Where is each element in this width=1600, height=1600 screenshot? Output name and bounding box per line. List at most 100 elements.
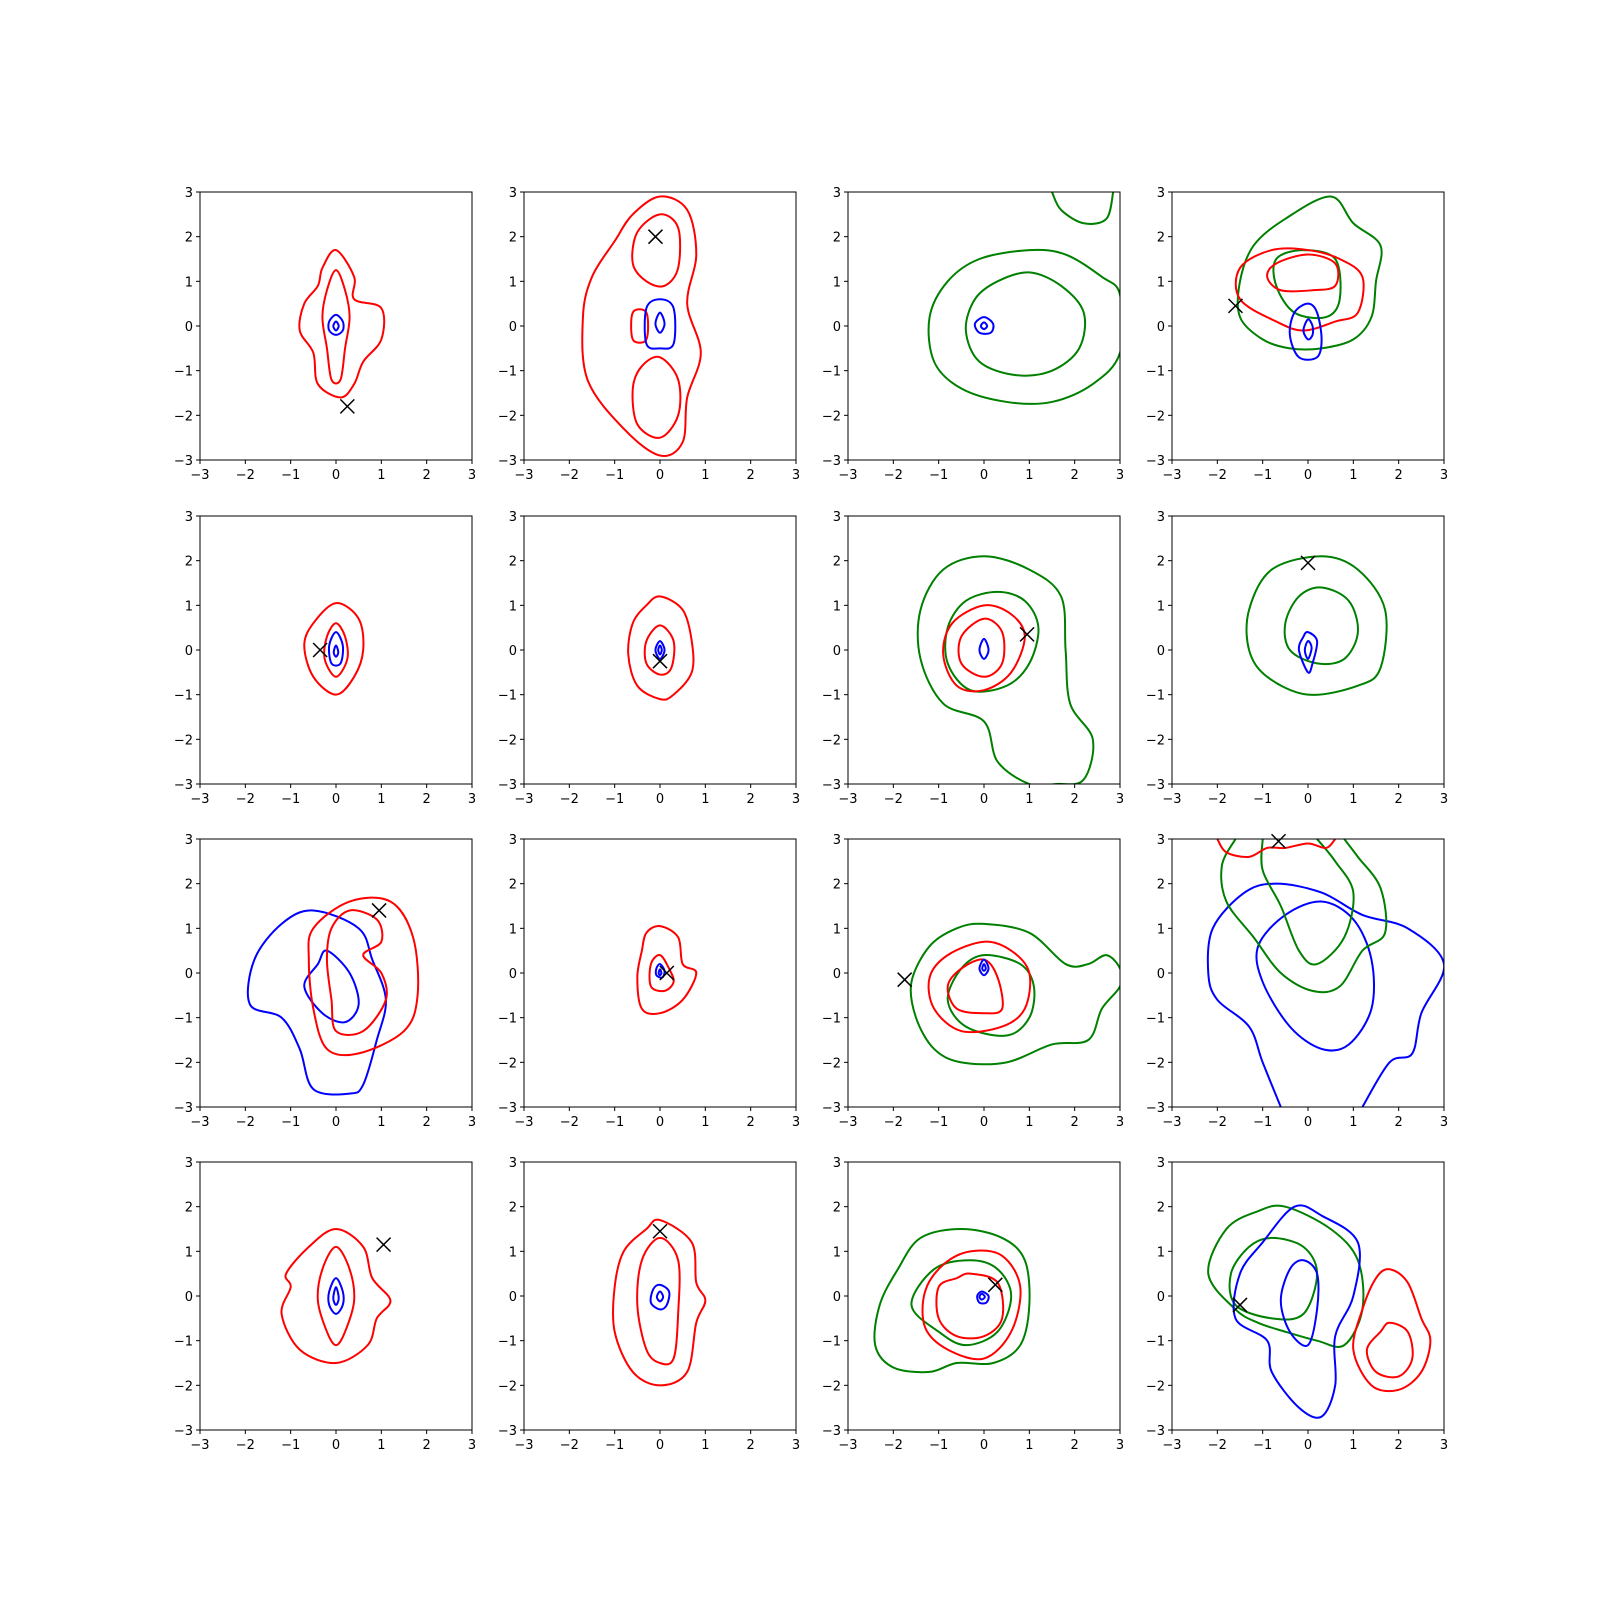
y-tick-label: −2: [174, 733, 193, 748]
green-contour-2: [944, 590, 1040, 693]
red-contour-5: [1352, 1268, 1432, 1393]
x-tick-label: 0: [1304, 468, 1312, 483]
y-tick-label: 0: [509, 1290, 517, 1305]
red-contour-4: [325, 909, 388, 1036]
x-tick-label: −3: [190, 1438, 209, 1453]
y-tick-label: −1: [174, 1012, 193, 1027]
y-tick-label: −3: [498, 1424, 517, 1439]
x-tick-label: 2: [1071, 792, 1079, 807]
y-tick-label: 2: [185, 555, 193, 570]
x-tick-label: 2: [747, 1115, 755, 1130]
y-tick-label: 2: [1157, 231, 1165, 246]
x-tick-label: 3: [792, 468, 800, 483]
y-tick-label: 3: [1157, 186, 1165, 201]
x-tick-label: −2: [1208, 1438, 1227, 1453]
red-contour-1: [611, 1218, 707, 1387]
y-tick-label: 2: [833, 555, 841, 570]
y-tick-label: −3: [822, 1424, 841, 1439]
y-tick-label: −3: [1146, 1101, 1165, 1116]
x-tick-label: −1: [605, 1438, 624, 1453]
blue-contour-5: [978, 958, 990, 977]
y-tick-label: 3: [185, 510, 193, 525]
x-tick-label: 3: [792, 1115, 800, 1130]
x-marker: [647, 229, 663, 245]
x-tick-label: 1: [1349, 468, 1357, 483]
y-tick-label: 3: [1157, 833, 1165, 848]
x-tick-label: 1: [701, 792, 709, 807]
y-tick-label: 1: [185, 1245, 193, 1260]
green-contour-1: [927, 248, 1120, 405]
y-tick-label: 2: [833, 878, 841, 893]
x-tick-label: 3: [468, 1438, 476, 1453]
blue-contour-5: [979, 321, 989, 331]
x-marker-stroke: [371, 902, 387, 918]
x-tick-label: 0: [332, 1438, 340, 1453]
y-tick-label: −1: [1146, 1335, 1165, 1350]
y-tick-label: −1: [174, 365, 193, 380]
y-tick-label: 0: [185, 1290, 193, 1305]
x-tick-label: −3: [190, 1115, 209, 1130]
blue-contour-4: [657, 644, 663, 656]
x-tick-label: 0: [980, 1115, 988, 1130]
y-tick-label: 2: [509, 1201, 517, 1216]
x-tick-label: −2: [1208, 468, 1227, 483]
x-tick-label: 0: [1304, 792, 1312, 807]
blue-contour-5: [643, 298, 677, 350]
y-tick-label: −2: [498, 1056, 517, 1071]
y-tick-label: −3: [822, 1101, 841, 1116]
x-tick-label: 1: [377, 1438, 385, 1453]
y-tick-label: −2: [1146, 1056, 1165, 1071]
x-marker-stroke: [652, 653, 668, 669]
x-tick-label: 2: [423, 468, 431, 483]
subplot-15: −3−3 −2 −2 −1 −1 0 0 1 1 2 2 3 3: [822, 1156, 1124, 1453]
x-tick-label: 1: [701, 1115, 709, 1130]
x-tick-label: 3: [1116, 1115, 1124, 1130]
y-tick-label: 1: [509, 1245, 517, 1260]
x-tick-label: −2: [884, 468, 903, 483]
x-tick-label: −3: [838, 792, 857, 807]
red-contour-3: [921, 1249, 1022, 1361]
y-tick-label: −2: [1146, 733, 1165, 748]
subplot-12: −3−3 −2 −2 −1 −1 0 0 1 1 2 2 3 3: [1146, 833, 1448, 1130]
x-tick-label: 0: [332, 1115, 340, 1130]
red-contour-2: [636, 1236, 681, 1366]
y-tick-label: 2: [185, 878, 193, 893]
y-tick-label: −1: [822, 365, 841, 380]
x-tick-label: 0: [656, 468, 664, 483]
axes-frame: [847, 191, 1121, 461]
red-contour-1: [298, 249, 386, 399]
y-tick-label: 3: [833, 833, 841, 848]
y-tick-label: −3: [498, 454, 517, 469]
y-tick-label: 2: [185, 231, 193, 246]
red-contour-6: [1365, 1321, 1414, 1379]
y-tick-label: −1: [1146, 1012, 1165, 1027]
y-tick-label: −2: [822, 409, 841, 424]
y-tick-label: 3: [1157, 510, 1165, 525]
y-tick-label: 3: [833, 1156, 841, 1171]
x-marker: [1019, 626, 1035, 642]
y-tick-label: 0: [1157, 644, 1165, 659]
y-tick-label: −3: [822, 778, 841, 793]
x-tick-label: −2: [1208, 1115, 1227, 1130]
y-tick-label: −3: [498, 778, 517, 793]
x-marker: [659, 965, 675, 981]
x-tick-label: −1: [929, 1438, 948, 1453]
contour-group: [909, 922, 1120, 1066]
red-contour-1: [636, 925, 698, 1016]
x-tick-label: −2: [884, 1438, 903, 1453]
x-tick-label: 0: [656, 1115, 664, 1130]
x-tick-label: −1: [605, 468, 624, 483]
red-contour-1: [581, 195, 702, 457]
x-marker: [1271, 833, 1287, 849]
blue-contour-3: [1232, 1204, 1361, 1419]
red-contour-4: [957, 617, 1006, 678]
x-marker: [1227, 298, 1243, 314]
blue-contour-3: [1297, 631, 1319, 674]
y-tick-label: 1: [1157, 275, 1165, 290]
y-tick-label: 1: [509, 922, 517, 937]
green-contour-3: [1220, 839, 1388, 994]
y-tick-label: 1: [185, 922, 193, 937]
x-marker: [1300, 555, 1316, 571]
blue-contour-2: [1255, 900, 1376, 1052]
y-tick-label: 3: [185, 833, 193, 848]
